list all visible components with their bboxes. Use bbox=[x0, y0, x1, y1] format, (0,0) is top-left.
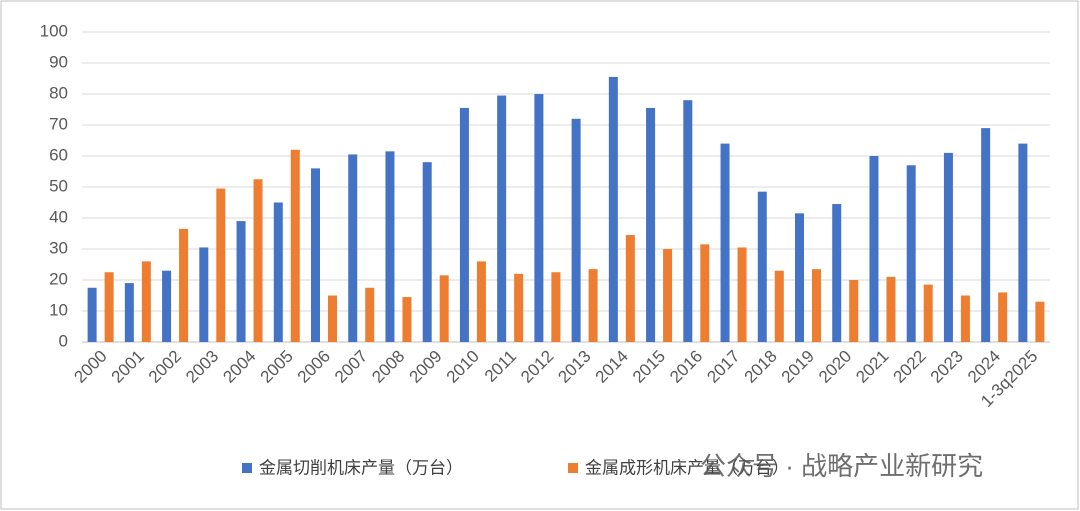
bar bbox=[608, 76, 618, 342]
bar bbox=[812, 269, 821, 342]
x-tick-label: 2022 bbox=[890, 347, 930, 387]
bar bbox=[273, 202, 283, 342]
x-tick-label: 2011 bbox=[481, 347, 520, 386]
y-tick-label: 90 bbox=[49, 52, 68, 71]
bar bbox=[124, 283, 134, 342]
bar bbox=[348, 154, 358, 342]
bar bbox=[923, 284, 933, 342]
bar bbox=[199, 247, 209, 342]
bar bbox=[290, 149, 300, 342]
x-tick-label: 2014 bbox=[592, 347, 632, 387]
y-tick-label: 30 bbox=[49, 238, 68, 257]
bar bbox=[981, 128, 991, 342]
bar bbox=[849, 280, 859, 342]
x-tick-label: 2019 bbox=[778, 347, 818, 387]
bar bbox=[906, 165, 916, 342]
bar bbox=[87, 287, 97, 342]
bar bbox=[869, 156, 879, 342]
bar bbox=[365, 287, 375, 342]
legend-label: 金属成形机床产量（万台） bbox=[585, 459, 789, 479]
bar bbox=[1018, 143, 1028, 342]
bar bbox=[720, 143, 730, 342]
y-tick-label: 10 bbox=[49, 300, 68, 319]
y-tick-label: 40 bbox=[49, 207, 68, 226]
legend-swatch bbox=[242, 463, 252, 473]
y-tick-label: 20 bbox=[49, 269, 68, 288]
x-tick-label: 2010 bbox=[443, 347, 483, 387]
x-tick-label: 2006 bbox=[294, 347, 334, 387]
x-tick-label: 2023 bbox=[927, 347, 967, 387]
bar bbox=[646, 107, 656, 342]
bar bbox=[497, 95, 507, 342]
bar bbox=[737, 247, 747, 342]
bar bbox=[998, 292, 1008, 342]
x-tick-label: 2003 bbox=[182, 347, 222, 387]
x-tick-label: 2021 bbox=[852, 347, 892, 387]
bar bbox=[402, 297, 412, 342]
bar bbox=[663, 249, 673, 342]
x-tick-label: 2016 bbox=[666, 347, 706, 387]
x-tick-label: 2017 bbox=[703, 347, 743, 387]
x-tick-label: 2007 bbox=[331, 347, 371, 387]
x-tick-label: 2008 bbox=[368, 347, 408, 387]
bar bbox=[476, 261, 486, 342]
bar bbox=[551, 272, 561, 342]
bar bbox=[459, 107, 469, 342]
bar bbox=[162, 270, 172, 342]
bar bbox=[571, 118, 581, 342]
y-tick-label: 80 bbox=[49, 83, 68, 102]
y-tick-label: 100 bbox=[40, 21, 68, 40]
x-tick-label: 2000 bbox=[70, 347, 110, 387]
x-tick-label: 2012 bbox=[517, 347, 557, 387]
bar bbox=[179, 228, 189, 342]
y-tick-label: 60 bbox=[49, 145, 68, 164]
bar bbox=[943, 152, 953, 342]
bar bbox=[832, 204, 842, 342]
bar bbox=[757, 191, 767, 342]
legend-label: 金属切削机床产量（万台） bbox=[259, 459, 463, 479]
y-tick-label: 50 bbox=[49, 176, 68, 195]
bar bbox=[700, 244, 710, 342]
bar bbox=[514, 273, 524, 342]
x-tick-label: 2004 bbox=[219, 347, 259, 387]
bar bbox=[328, 295, 337, 342]
bar bbox=[439, 275, 449, 342]
bar bbox=[886, 276, 896, 342]
x-tick-label: 2001 bbox=[108, 347, 148, 387]
x-tick-label: 2020 bbox=[815, 347, 855, 387]
x-tick-label: 2002 bbox=[145, 347, 185, 387]
bar bbox=[422, 162, 432, 342]
bar bbox=[625, 235, 635, 342]
bar bbox=[104, 272, 114, 342]
y-tick-label: 0 bbox=[59, 331, 68, 350]
bar bbox=[141, 261, 151, 342]
watermark: 公众号 · 战略产业新研究 bbox=[700, 451, 983, 481]
bar bbox=[683, 100, 693, 342]
legend-swatch bbox=[568, 463, 578, 473]
x-tick-label: 2018 bbox=[741, 347, 781, 387]
bar bbox=[253, 179, 263, 342]
x-tick-label: 2005 bbox=[257, 347, 297, 387]
bar bbox=[795, 213, 804, 342]
bar bbox=[385, 151, 395, 342]
bar bbox=[588, 269, 598, 342]
bar bbox=[960, 295, 970, 342]
bar bbox=[774, 270, 784, 342]
bar bbox=[1035, 301, 1045, 342]
y-tick-label: 70 bbox=[49, 114, 68, 133]
bar bbox=[311, 168, 320, 342]
bar bbox=[216, 188, 226, 342]
x-tick-label: 2009 bbox=[406, 347, 446, 387]
x-tick-label: 2013 bbox=[554, 347, 594, 387]
bar bbox=[534, 94, 544, 342]
x-tick-label: 2015 bbox=[629, 347, 669, 387]
bar bbox=[236, 221, 246, 342]
